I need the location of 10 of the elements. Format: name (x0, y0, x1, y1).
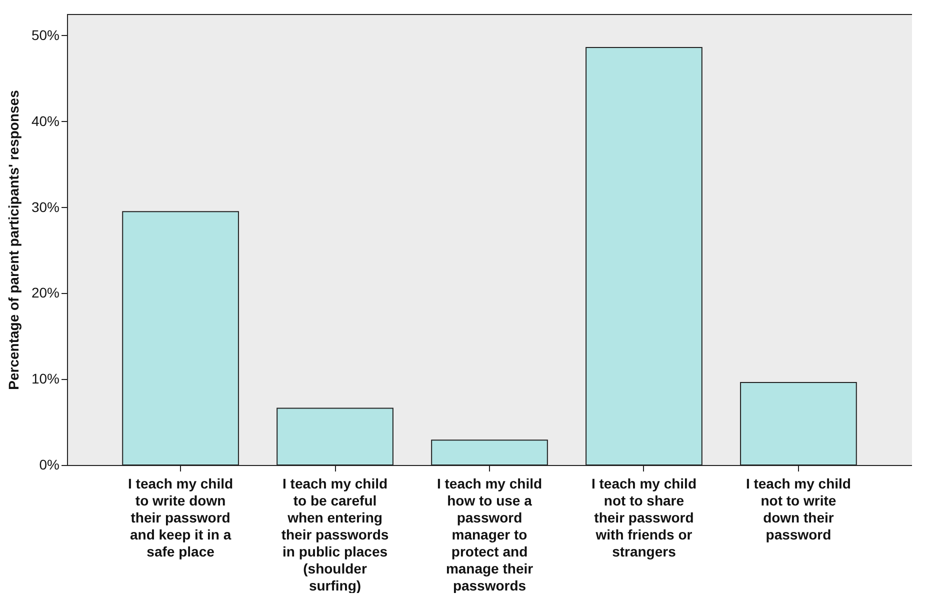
y-tick-label: 20% (31, 284, 60, 301)
y-tick-label: 10% (31, 370, 60, 387)
y-axis-title: Percentage of parent participants' responses (5, 90, 22, 390)
x-tick-label: I teach my child not to write down their password (746, 476, 851, 542)
x-tick-label: I teach my child not to share their password with friends or strangers (591, 476, 696, 560)
y-tick-label: 50% (31, 26, 60, 43)
y-tick-label: 40% (31, 112, 60, 129)
x-tick-label: I teach my child to write down their password and keep it in a safe place (128, 476, 234, 560)
y-tick-label: 0% (39, 456, 60, 472)
y-tick-label: 30% (31, 198, 60, 215)
